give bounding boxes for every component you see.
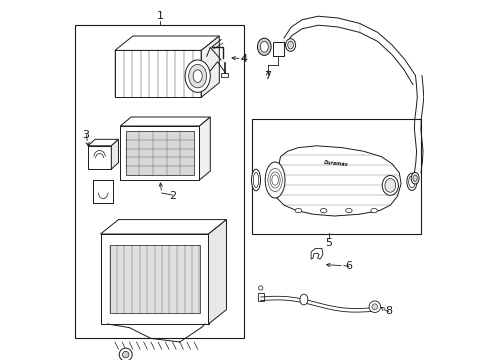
Ellipse shape <box>264 162 285 198</box>
Ellipse shape <box>345 208 351 213</box>
Ellipse shape <box>406 173 416 190</box>
Ellipse shape <box>412 175 416 181</box>
Text: 5: 5 <box>325 238 332 248</box>
Ellipse shape <box>285 39 295 51</box>
Polygon shape <box>201 36 219 97</box>
Ellipse shape <box>271 175 278 185</box>
Ellipse shape <box>257 38 270 55</box>
Bar <box>221 73 228 77</box>
Bar <box>115 50 201 97</box>
Ellipse shape <box>260 41 268 52</box>
Ellipse shape <box>193 70 202 82</box>
Text: Duramax: Duramax <box>323 160 348 167</box>
Ellipse shape <box>299 294 307 305</box>
Text: 4: 4 <box>241 54 247 64</box>
Ellipse shape <box>320 208 326 213</box>
Ellipse shape <box>251 169 260 191</box>
Bar <box>272 42 284 56</box>
Text: 7: 7 <box>264 71 271 81</box>
Ellipse shape <box>269 172 280 188</box>
Ellipse shape <box>258 286 263 290</box>
Polygon shape <box>120 117 210 126</box>
Ellipse shape <box>267 168 282 192</box>
Bar <box>93 180 113 203</box>
Bar <box>120 126 199 180</box>
Ellipse shape <box>370 208 377 213</box>
Polygon shape <box>115 36 219 50</box>
Text: 3: 3 <box>82 130 89 140</box>
Bar <box>125 131 194 175</box>
Bar <box>101 234 208 324</box>
Text: 1: 1 <box>156 11 163 21</box>
Ellipse shape <box>384 179 395 192</box>
Text: 8: 8 <box>384 306 391 316</box>
Ellipse shape <box>408 176 414 188</box>
Bar <box>257 293 263 301</box>
Bar <box>88 146 111 169</box>
Ellipse shape <box>188 64 206 88</box>
Bar <box>251 119 420 234</box>
Circle shape <box>119 348 132 360</box>
Polygon shape <box>208 220 226 324</box>
Ellipse shape <box>253 172 258 188</box>
Circle shape <box>368 301 380 312</box>
Polygon shape <box>111 139 118 169</box>
Ellipse shape <box>185 60 210 93</box>
Polygon shape <box>276 146 400 216</box>
Ellipse shape <box>295 208 301 213</box>
Circle shape <box>371 304 377 310</box>
Polygon shape <box>199 117 210 180</box>
Bar <box>75 25 244 338</box>
Ellipse shape <box>287 41 293 49</box>
Ellipse shape <box>410 172 418 184</box>
Ellipse shape <box>382 176 398 195</box>
Polygon shape <box>88 139 118 146</box>
Bar <box>109 245 199 313</box>
Polygon shape <box>310 248 322 259</box>
Text: 6: 6 <box>345 261 352 271</box>
Polygon shape <box>101 220 226 234</box>
Text: 2: 2 <box>168 191 176 201</box>
Circle shape <box>122 351 129 358</box>
